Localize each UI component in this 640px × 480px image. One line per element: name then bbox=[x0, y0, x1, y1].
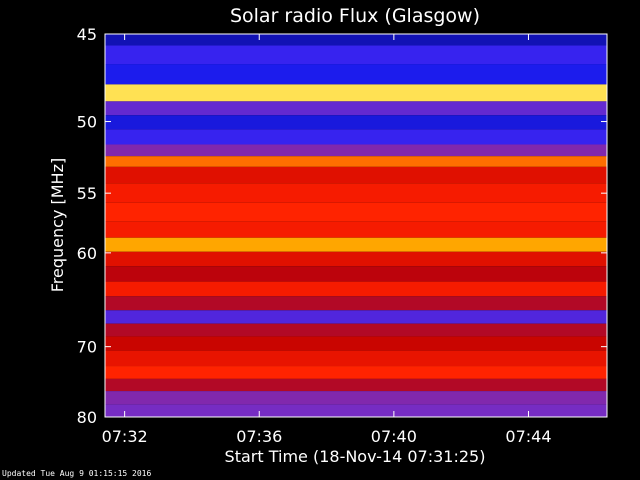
y-tick-label: 80 bbox=[77, 408, 97, 427]
frequency-band bbox=[105, 115, 607, 130]
frequency-band bbox=[105, 101, 607, 116]
frequency-band bbox=[105, 378, 607, 392]
frequency-band bbox=[105, 323, 607, 337]
y-axis: 45 50 55 60 70 80 bbox=[77, 25, 607, 427]
frequency-band bbox=[105, 310, 607, 324]
plot-frame bbox=[104, 33, 608, 418]
frequency-band bbox=[105, 45, 607, 65]
spectrogram-plot-area bbox=[105, 34, 607, 417]
frequency-band bbox=[105, 202, 607, 222]
frequency-band bbox=[105, 221, 607, 238]
update-timestamp: Updated Tue Aug 9 01:15:15 2016 bbox=[2, 469, 152, 478]
frequency-band bbox=[105, 350, 607, 367]
x-axis: 07:32 07:36 07:40 07:44 bbox=[102, 34, 552, 446]
frequency-band bbox=[105, 266, 607, 282]
x-tick-label: 07:44 bbox=[505, 427, 551, 446]
frequency-band bbox=[105, 296, 607, 311]
frequency-band bbox=[105, 156, 607, 167]
y-axis-label: Frequency [MHz] bbox=[48, 158, 67, 292]
frequency-band bbox=[105, 64, 607, 85]
x-tick-label: 07:40 bbox=[371, 427, 417, 446]
frequency-band bbox=[105, 144, 607, 157]
frequency-band bbox=[105, 84, 607, 102]
frequency-band bbox=[105, 129, 607, 145]
frequency-band bbox=[105, 34, 607, 46]
y-tick-label: 55 bbox=[77, 184, 97, 203]
chart-title: Solar radio Flux (Glasgow) bbox=[230, 5, 480, 27]
frequency-band bbox=[105, 183, 607, 203]
frequency-band bbox=[105, 237, 607, 252]
frequency-band bbox=[105, 404, 607, 417]
x-tick-label: 07:32 bbox=[102, 427, 148, 446]
frequency-band bbox=[105, 366, 607, 379]
y-tick-label: 45 bbox=[77, 25, 97, 44]
frequency-band bbox=[105, 251, 607, 267]
x-tick-label: 07:36 bbox=[236, 427, 282, 446]
y-tick-label: 50 bbox=[77, 113, 97, 132]
frequency-band bbox=[105, 336, 607, 351]
y-tick-label: 60 bbox=[77, 244, 97, 263]
x-axis-label: Start Time (18-Nov-14 07:31:25) bbox=[225, 447, 486, 466]
y-tick-label: 70 bbox=[77, 338, 97, 357]
frequency-band bbox=[105, 281, 607, 297]
frequency-band bbox=[105, 166, 607, 184]
frequency-band bbox=[105, 391, 607, 405]
